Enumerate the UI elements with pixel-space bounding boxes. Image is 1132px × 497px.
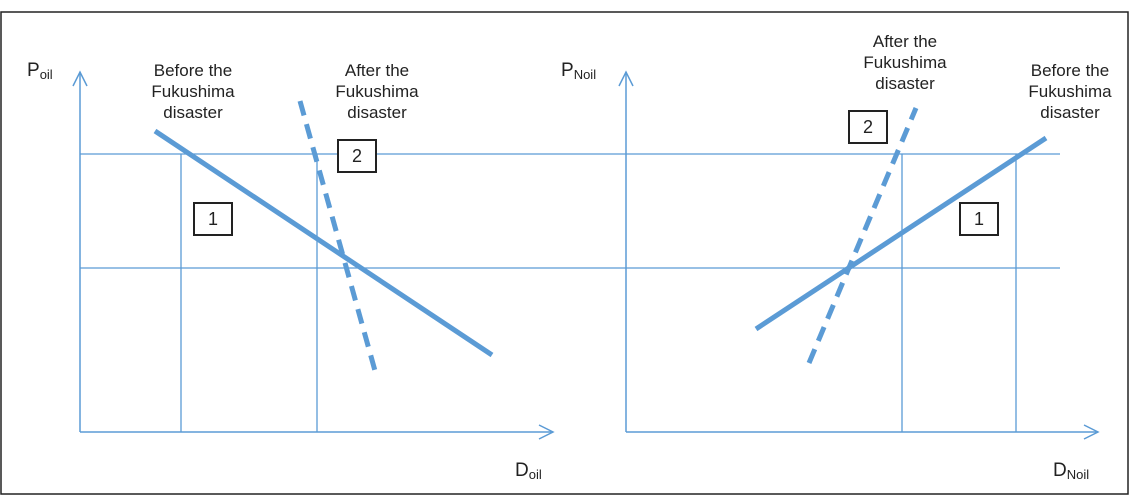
right-axes — [618, 70, 1100, 440]
left-x-axis-label: Doil — [515, 460, 542, 482]
left-after-label: After the Fukushima disaster — [335, 61, 419, 122]
right-after-curve — [806, 107, 919, 364]
right-before-label: Before the Fukushima disaster — [1028, 61, 1112, 122]
right-box-after: 2 — [848, 110, 888, 144]
left-axes — [72, 70, 555, 440]
left-box-before: 1 — [193, 202, 233, 236]
right-box-before: 1 — [959, 202, 999, 236]
outer-border — [0, 11, 1129, 495]
left-box-after: 2 — [337, 139, 377, 173]
right-y-axis-label: PNoil — [561, 60, 597, 82]
left-before-label: Before the Fukushima disaster — [151, 61, 235, 122]
left-y-axis-label: Poil — [27, 60, 53, 82]
right-after-label: After the Fukushima disaster — [863, 32, 947, 93]
right-x-axis-label: DNoil — [1053, 460, 1090, 482]
left-before-curve — [153, 128, 494, 358]
right-before-curve — [754, 135, 1048, 332]
